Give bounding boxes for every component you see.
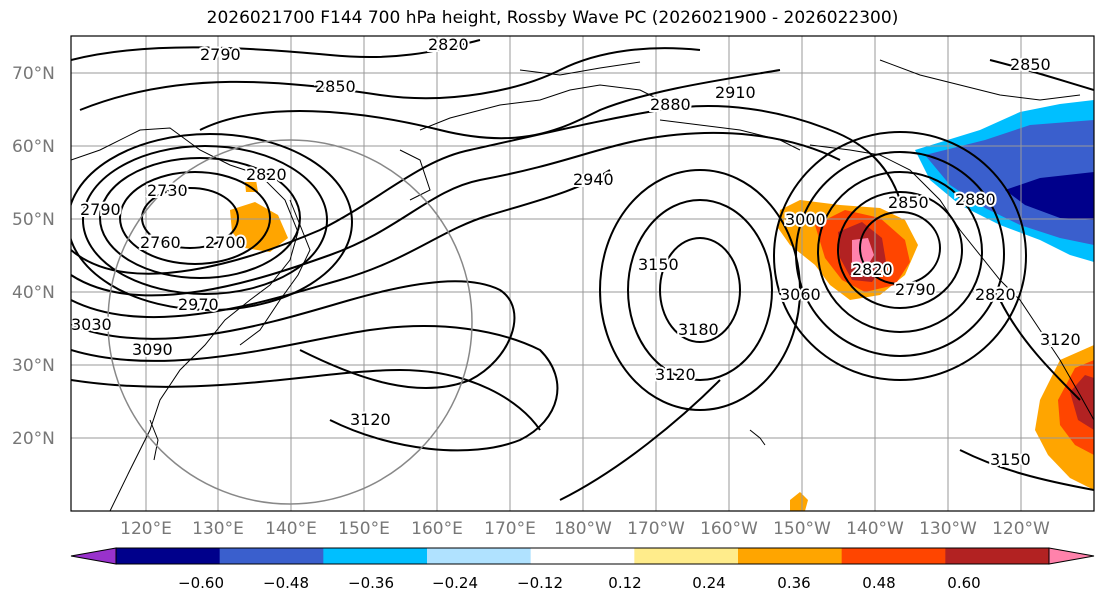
colorbar-tick: −0.36	[348, 574, 394, 592]
contour-label: 2790	[895, 280, 936, 299]
colorbar-cell	[738, 548, 843, 564]
latitude-labels: 70°N 60°N 50°N 40°N 30°N 20°N	[12, 64, 55, 449]
contour-label: 3060	[780, 285, 821, 304]
contour-label: 2880	[955, 190, 996, 209]
map-title: 2026021700 F144 700 hPa height, Rossby W…	[206, 8, 899, 28]
contour-label: 3150	[990, 450, 1031, 469]
contour-label: 2880	[650, 95, 691, 114]
colorbar-cell	[427, 548, 532, 564]
range-ring	[107, 139, 473, 505]
contour-label: 2820	[246, 165, 287, 184]
contour-label: 3000	[785, 210, 826, 229]
colorbar-cell	[219, 548, 324, 564]
lat-label: 30°N	[12, 356, 55, 376]
colorbar-tick: 0.60	[947, 574, 980, 592]
contour-label: 2850	[315, 77, 356, 96]
colorbar-cell	[323, 548, 428, 564]
lon-label: 160°E	[411, 519, 463, 539]
contour-label: 3180	[678, 320, 719, 339]
colorbar-tick: −0.12	[517, 574, 563, 592]
contour-label: 2820	[428, 35, 469, 54]
colorbar-tick: 0.24	[692, 574, 725, 592]
contour-label: 2820	[975, 285, 1016, 304]
lon-label: 130°E	[192, 519, 244, 539]
lon-label: 170°E	[484, 519, 536, 539]
lon-label: 120°E	[120, 519, 172, 539]
contour-label: 3120	[350, 410, 391, 429]
map-frame	[70, 35, 1095, 512]
colorbar-tick: 0.12	[608, 574, 641, 592]
lon-label: 150°E	[338, 519, 390, 539]
contour-label: 3030	[71, 315, 112, 334]
lon-label: 160°W	[700, 519, 758, 539]
contour-label: 2790	[200, 45, 241, 64]
lon-label: 130°W	[919, 519, 977, 539]
colorbar-cell	[530, 548, 635, 564]
contour-label: 2970	[178, 295, 219, 314]
colorbar-extend-low	[70, 547, 117, 565]
colorbar-cell	[116, 548, 221, 564]
colorbar-cell	[841, 548, 946, 564]
lat-label: 70°N	[12, 64, 55, 84]
contour-label: 2760	[140, 233, 181, 252]
colorbar: −0.60 −0.48 −0.36 −0.24 −0.12 0.12 0.24 …	[70, 547, 1095, 592]
contour-label: 2910	[715, 83, 756, 102]
contour-labels: 2790 2820 2850 2880 2910 2940 2730 2790 …	[69, 33, 1083, 471]
contour-label: 2730	[147, 181, 188, 200]
colorbar-cell	[945, 548, 1050, 564]
colorbar-tick: −0.60	[178, 574, 224, 592]
colorbar-extend-high	[1048, 547, 1095, 565]
lon-label: 150°W	[773, 519, 831, 539]
lon-label: 120°W	[992, 519, 1050, 539]
contour-label: 3120	[1040, 330, 1081, 349]
colorbar-tick: −0.48	[263, 574, 309, 592]
gridlines	[71, 36, 1094, 511]
contour-label: 3120	[655, 365, 696, 384]
lat-label: 60°N	[12, 137, 55, 157]
colorbar-tick: 0.36	[777, 574, 810, 592]
lon-label: 180°W	[554, 519, 612, 539]
contour-label: 2850	[888, 193, 929, 212]
colorbar-cells	[116, 548, 1050, 564]
colorbar-cell	[634, 548, 739, 564]
height-contours	[71, 39, 1094, 501]
colorbar-tick: 0.48	[862, 574, 895, 592]
lat-label: 40°N	[12, 283, 55, 303]
contour-label: 2940	[573, 170, 614, 189]
colorbar-tick: −0.24	[432, 574, 478, 592]
longitude-labels: 120°E 130°E 140°E 150°E 160°E 170°E 180°…	[120, 519, 1050, 539]
lat-label: 50°N	[12, 210, 55, 230]
contour-label: 2850	[1010, 55, 1051, 74]
contour-label: 2790	[80, 200, 121, 219]
contour-label: 2820	[852, 260, 893, 279]
lon-label: 140°E	[265, 519, 317, 539]
colorbar-ticks: −0.60 −0.48 −0.36 −0.24 −0.12 0.12 0.24 …	[178, 574, 981, 592]
lon-label: 170°W	[627, 519, 685, 539]
lat-label: 20°N	[12, 429, 55, 449]
contour-label: 3090	[132, 340, 173, 359]
contour-label: 3150	[638, 255, 679, 274]
lon-label: 140°W	[846, 519, 904, 539]
contour-label: 2700	[205, 233, 246, 252]
